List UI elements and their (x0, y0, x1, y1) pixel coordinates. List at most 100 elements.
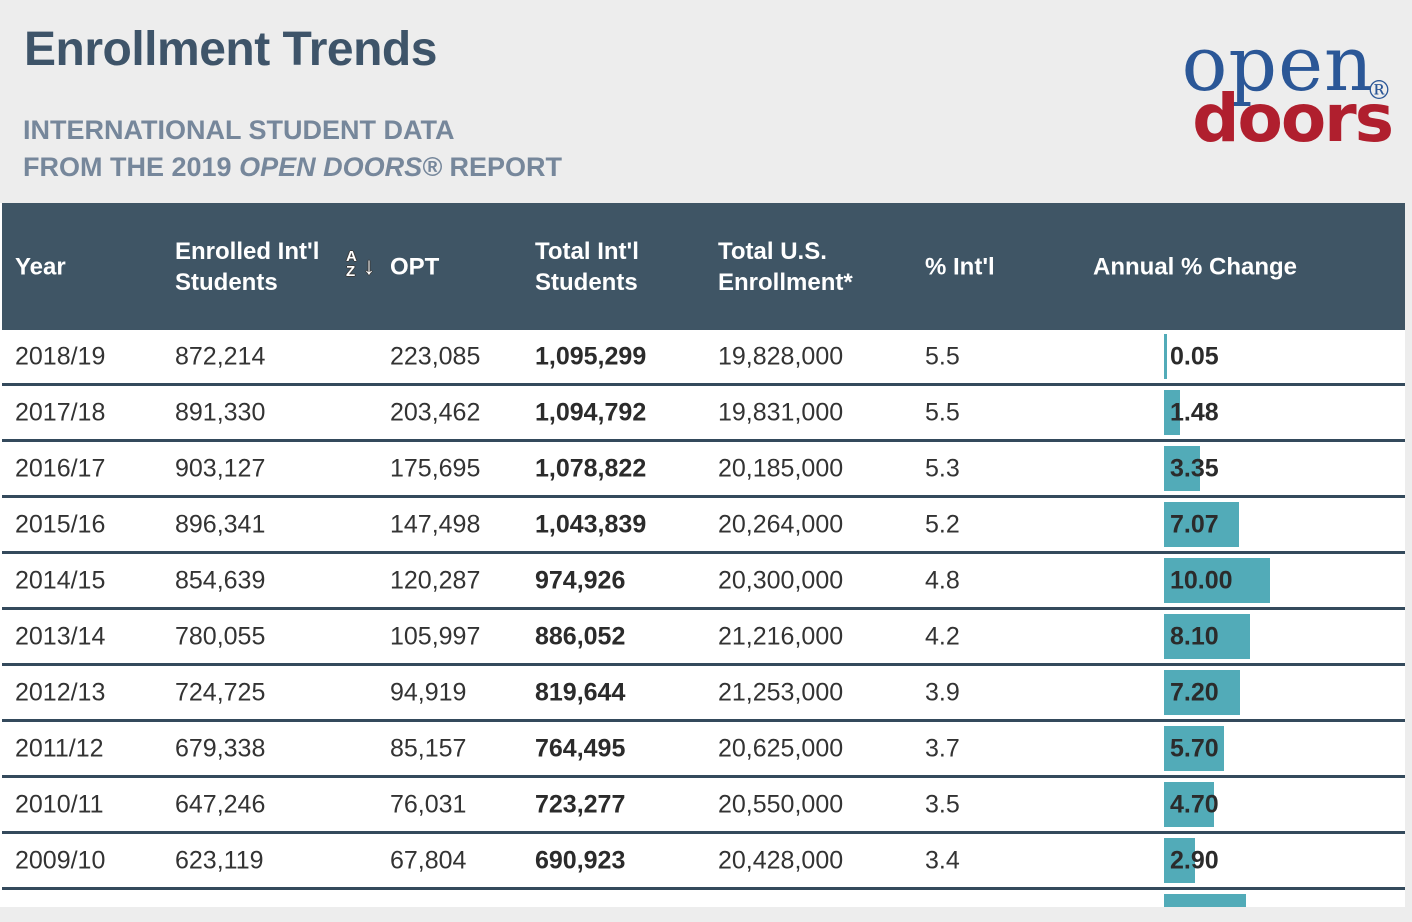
table-row: 2009/10 623,119 67,804 690,923 20,428,00… (2, 834, 1405, 890)
subtitle-line2-suffix: REPORT (441, 152, 562, 182)
cell-total-intl: 764,495 (535, 734, 626, 762)
enrollment-trends-table: Year Enrolled Int'l Students A Z ↓ OPT T… (0, 203, 1405, 907)
cell-pct-intl: 5.5 (925, 398, 960, 426)
table-row: 2010/11 647,246 76,031 723,277 20,550,00… (2, 778, 1405, 834)
column-header-pct-intl[interactable]: % Int'l (925, 253, 995, 280)
page-subtitle: INTERNATIONAL STUDENT DATA FROM THE 2019… (23, 112, 562, 186)
cell-pct-intl: 5.3 (925, 454, 960, 482)
column-header-total-us-enrollment[interactable]: Total U.S. Enrollment* (718, 237, 853, 296)
subtitle-line2-italic: OPEN DOORS® (239, 152, 442, 182)
logo-word-open: open (1181, 19, 1374, 108)
cell-total-us-enrollment: 20,550,000 (718, 790, 844, 818)
cell-total-intl: 974,926 (535, 566, 626, 594)
column-header-year[interactable]: Year (15, 253, 66, 280)
cell-total-us-enrollment: 20,428,000 (718, 846, 844, 874)
annual-change-bar (1164, 782, 1214, 827)
az-sort-cursor-icon: A Z ↓ (346, 248, 375, 280)
cell-total-intl: 886,052 (535, 622, 626, 650)
cell-annual-pct-change: 1.48 (1170, 398, 1219, 426)
annual-change-bar (1164, 838, 1195, 883)
cell-enrolled-intl: 854,639 (175, 566, 266, 594)
cell-enrolled-intl: 896,341 (175, 510, 266, 538)
table-row: 2017/18 891,330 203,462 1,094,792 19,831… (2, 386, 1405, 442)
table-row: 2011/12 679,338 85,157 764,495 20,625,00… (2, 722, 1405, 778)
cell-annual-pct-change: 3.35 (1170, 454, 1219, 482)
annual-change-bar (1164, 502, 1239, 547)
cell-pct-intl: 5.2 (925, 510, 960, 538)
table-row: 2013/14 780,055 105,997 886,052 21,216,0… (2, 610, 1405, 666)
cell-enrolled-intl: 780,055 (175, 622, 266, 650)
cell-total-intl: 1,095,299 (535, 342, 647, 370)
cell-total-intl: 723,277 (535, 790, 626, 818)
cell-year: 2017/18 (15, 398, 106, 426)
cell-year: 2011/12 (15, 734, 104, 762)
annual-change-bar (1164, 894, 1246, 907)
column-header-total-intl-students[interactable]: Total Int'l Students (535, 237, 639, 296)
cell-total-intl: 1,078,822 (535, 454, 647, 482)
cell-opt: 120,287 (390, 566, 481, 594)
annual-change-bar (1164, 334, 1167, 379)
table-row: 2012/13 724,725 94,919 819,644 21,253,00… (2, 666, 1405, 722)
cell-total-us-enrollment: 21,253,000 (718, 678, 844, 706)
cell-opt: 175,695 (390, 454, 481, 482)
cell-annual-pct-change: 0.05 (1170, 342, 1219, 370)
cell-year: 2013/14 (15, 622, 106, 650)
cell-pct-intl: 5.5 (925, 342, 960, 370)
cell-year: 2015/16 (15, 510, 106, 538)
column-header-opt[interactable]: OPT (390, 253, 440, 280)
cell-annual-pct-change: 8.10 (1170, 622, 1219, 650)
cell-annual-pct-change: 2.90 (1170, 846, 1219, 874)
annual-change-bar (1164, 446, 1200, 491)
cell-enrolled-intl: 679,338 (175, 734, 266, 762)
cell-opt: 147,498 (390, 510, 481, 538)
cell-pct-intl: 4.8 (925, 566, 960, 594)
cell-enrolled-intl: 903,127 (175, 454, 266, 482)
cell-annual-pct-change: 7.07 (1170, 510, 1219, 538)
cell-enrolled-intl: 647,246 (175, 790, 266, 818)
cell-pct-intl: 3.5 (925, 790, 960, 818)
cell-total-us-enrollment: 20,185,000 (718, 454, 844, 482)
table-header-row: Year Enrolled Int'l Students A Z ↓ OPT T… (2, 203, 1405, 330)
cell-enrolled-intl: 872,214 (175, 342, 266, 370)
column-header-enrolled-intl-students[interactable]: Enrolled Int'l Students (175, 237, 320, 296)
subtitle-line2-prefix: FROM THE 2019 (23, 152, 240, 182)
cell-annual-pct-change: 5.70 (1170, 734, 1219, 762)
cell-pct-intl: 3.9 (925, 678, 960, 706)
table-row: 2018/19 872,214 223,085 1,095,299 19,828… (2, 330, 1405, 386)
table-row-clipped (2, 890, 1405, 907)
cell-year: 2014/15 (15, 566, 106, 594)
cell-pct-intl: 4.2 (925, 622, 960, 650)
open-doors-logo: open ® doors (1152, 19, 1394, 176)
cell-annual-pct-change: 4.70 (1170, 790, 1219, 818)
cell-total-us-enrollment: 19,828,000 (718, 342, 844, 370)
cell-opt: 67,804 (390, 846, 467, 874)
cell-total-us-enrollment: 19,831,000 (718, 398, 844, 426)
page-title: Enrollment Trends (24, 23, 437, 76)
cell-opt: 223,085 (390, 342, 481, 370)
annual-change-bar (1164, 558, 1270, 603)
cell-opt: 85,157 (390, 734, 467, 762)
cell-year: 2018/19 (15, 342, 106, 370)
cell-enrolled-intl: 623,119 (175, 846, 264, 874)
cell-year: 2009/10 (15, 846, 106, 874)
table-row: 2016/17 903,127 175,695 1,078,822 20,185… (2, 442, 1405, 498)
cell-total-us-enrollment: 20,264,000 (718, 510, 844, 538)
cell-enrolled-intl: 724,725 (175, 678, 266, 706)
cell-year: 2016/17 (15, 454, 106, 482)
cell-total-intl: 1,094,792 (535, 398, 647, 426)
cell-annual-pct-change: 7.20 (1170, 678, 1219, 706)
table-row: 2015/16 896,341 147,498 1,043,839 20,264… (2, 498, 1405, 554)
cell-pct-intl: 3.7 (925, 734, 960, 762)
cell-total-intl: 690,923 (535, 846, 626, 874)
annual-change-bar (1164, 614, 1250, 659)
cell-opt: 76,031 (390, 790, 467, 818)
cell-pct-intl: 3.4 (925, 846, 960, 874)
subtitle-line1: INTERNATIONAL STUDENT DATA (23, 115, 455, 145)
cell-total-us-enrollment: 20,300,000 (718, 566, 844, 594)
cell-total-us-enrollment: 20,625,000 (718, 734, 844, 762)
registered-trademark-icon: ® (1366, 76, 1392, 106)
cell-total-intl: 1,043,839 (535, 510, 647, 538)
cell-enrolled-intl: 891,330 (175, 398, 266, 426)
column-header-annual-pct-change[interactable]: Annual % Change (1093, 253, 1298, 280)
cell-total-us-enrollment: 21,216,000 (718, 622, 844, 650)
